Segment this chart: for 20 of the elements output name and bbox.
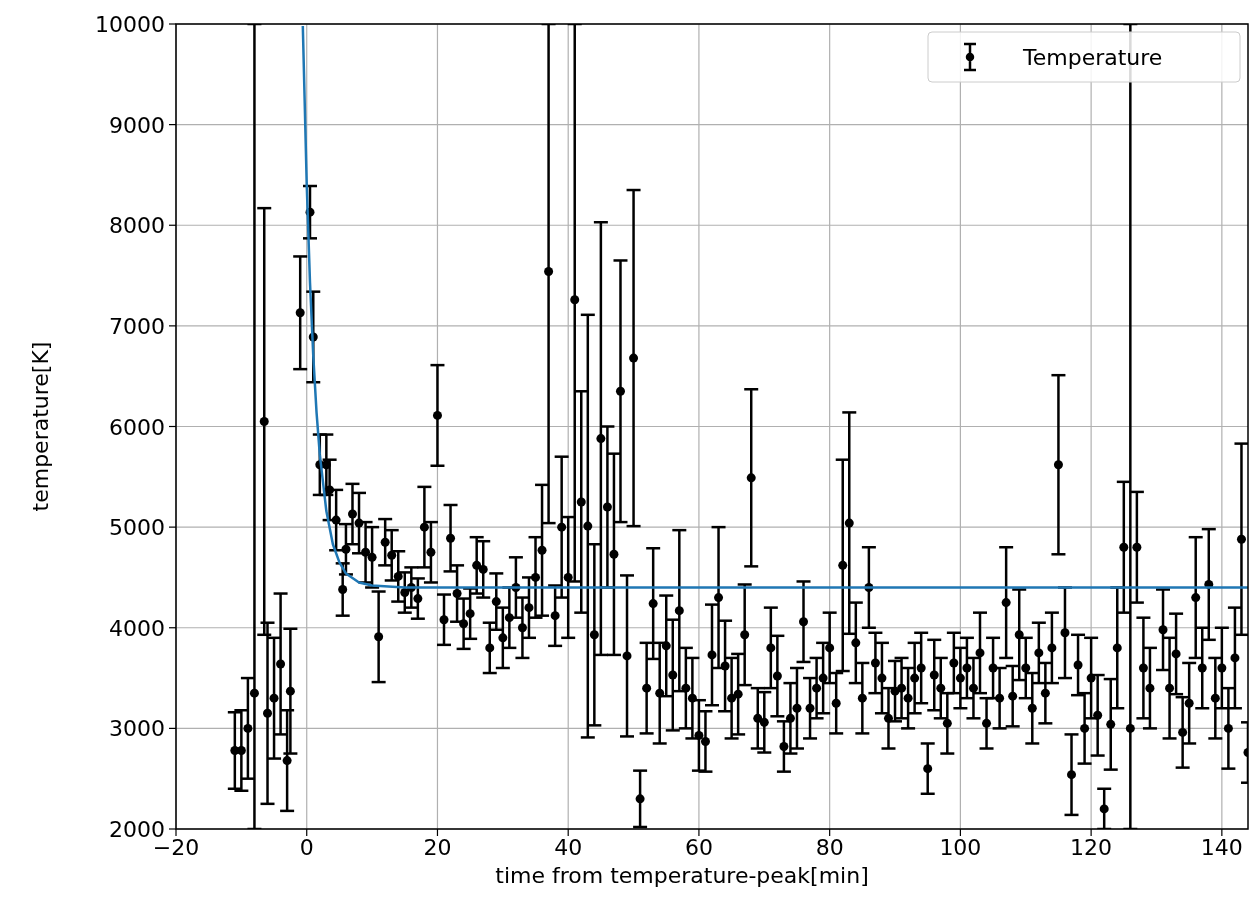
x-tick-label: 100 [939, 835, 982, 860]
y-axis-title: temperature[K] [28, 341, 53, 512]
y-tick-label: 4000 [109, 615, 165, 641]
y-tick-label: 7000 [109, 313, 165, 339]
y-tick-label: 8000 [109, 213, 165, 239]
x-axis-title: time from temperature-peak[min] [495, 863, 869, 888]
x-tick-label: 20 [423, 835, 452, 860]
y-tick-label: 9000 [109, 112, 165, 138]
x-tick-label: 40 [554, 835, 583, 860]
legend-label: Temperature [1022, 45, 1163, 70]
y-tick-label: 2000 [109, 817, 165, 842]
x-tick-label: 80 [815, 835, 844, 860]
y-tick-label: 5000 [109, 515, 165, 541]
x-tick-label: 60 [684, 835, 713, 860]
x-tick-label: 0 [299, 835, 314, 860]
y-tick-label: 6000 [109, 414, 165, 440]
y-tick-label: 3000 [109, 716, 165, 742]
y-tick-label: 10000 [95, 12, 165, 37]
x-tick-label: 140 [1200, 835, 1243, 860]
x-tick-label: 120 [1070, 835, 1113, 860]
